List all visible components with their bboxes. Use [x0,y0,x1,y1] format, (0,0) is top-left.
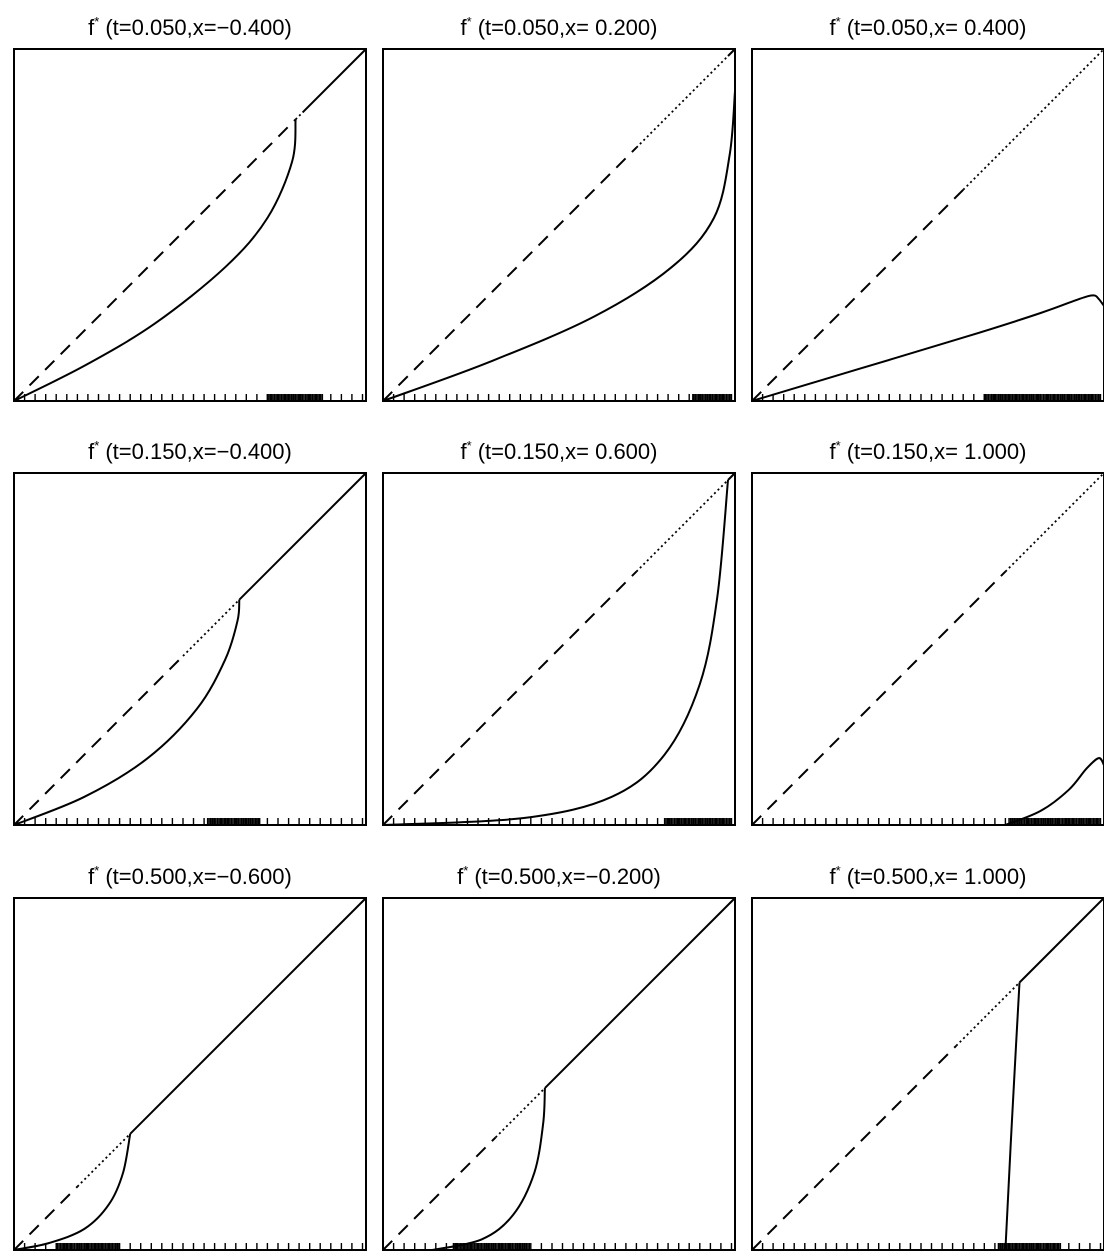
title-superscript: * [94,14,99,29]
rug-ticks [392,818,733,825]
solid-line [432,1088,546,1251]
panel-title: f* (t=0.150,x=−0.400) [88,438,292,464]
title-superscript: * [836,438,841,453]
title-superscript: * [467,438,472,453]
title-superscript: * [836,14,841,29]
rug-ticks [761,394,1102,401]
dashed-line [751,1045,957,1251]
panel-title: f* (t=0.050,x=−0.400) [88,14,292,40]
dotted-line [294,111,304,121]
panel-9: f* (t=0.500,x= 1.000) [751,863,1104,1251]
dotted-line [635,479,729,573]
dashed-line [382,146,638,402]
panel-title: f* (t=0.500,x=−0.200) [457,863,661,889]
panel-title: f* (t=0.150,x= 0.600) [461,438,658,464]
title-superscript: * [836,863,841,878]
title-parameters: (t=0.150,x= 1.000) [847,439,1027,464]
title-superscript: * [467,14,472,29]
panel-1: f* (t=0.050,x=−0.400) [13,14,367,402]
dashed-line [382,570,638,826]
dotted-line [1004,472,1104,573]
solid-line [382,479,729,826]
title-parameters: (t=0.500,x= 1.000) [847,864,1027,889]
dashed-line [751,189,964,402]
dotted-line [494,1087,546,1139]
rug-ticks [392,1243,733,1250]
panel-2: f* (t=0.050,x= 0.200) [382,14,736,402]
panel-3: f* (t=0.050,x= 0.400) [751,14,1104,402]
title-symbol: f [830,439,837,464]
dashed-line [382,1136,497,1251]
solid-line [13,599,241,826]
solid-line [751,294,1104,402]
panel-title: f* (t=0.150,x= 1.000) [830,438,1027,464]
dotted-line [962,48,1104,191]
title-parameters: (t=0.050,x= 0.400) [847,15,1027,40]
title-symbol: f [457,864,464,889]
title-parameters: (t=0.050,x=−0.400) [105,15,292,40]
dotted-line [635,55,729,149]
title-symbol: f [461,439,468,464]
solid-line [544,897,736,1089]
title-parameters: (t=0.500,x=−0.200) [474,864,661,889]
panel-5: f* (t=0.150,x= 0.600) [382,438,736,826]
title-superscript: * [463,863,468,878]
title-superscript: * [94,438,99,453]
title-parameters: (t=0.150,x= 0.600) [478,439,658,464]
dotted-line [182,599,240,657]
title-parameters: (t=0.150,x=−0.400) [105,439,292,464]
title-parameters: (t=0.050,x= 0.200) [478,15,658,40]
title-symbol: f [88,15,95,40]
title-superscript: * [94,863,99,878]
panel-title: f* (t=0.050,x= 0.400) [830,14,1027,40]
solid-line [1005,757,1104,826]
dashed-line [751,570,1007,826]
panel-8: f* (t=0.500,x=−0.200) [382,863,736,1251]
dashed-line [13,655,184,826]
solid-line [238,472,367,601]
rug-ticks [761,1243,1102,1250]
panel-6: f* (t=0.150,x= 1.000) [751,438,1104,826]
title-symbol: f [830,864,837,889]
title-symbol: f [88,864,95,889]
rug-ticks [23,394,364,401]
solid-line [13,1133,132,1251]
dashed-line [13,118,297,402]
rug-ticks [392,394,733,401]
solid-line [129,897,367,1135]
panel-7: f* (t=0.500,x=−0.600) [13,863,367,1251]
rug-ticks [761,818,1102,825]
panel-4: f* (t=0.150,x=−0.400) [13,438,367,826]
rug-ticks [23,1243,364,1250]
solid-line [1004,982,1021,1251]
rug-ticks [23,818,364,825]
title-symbol: f [88,439,95,464]
panel-title: f* (t=0.500,x=−0.600) [88,863,292,889]
solid-line [1018,897,1104,984]
solid-line [301,48,367,114]
dashed-line [13,1185,79,1251]
title-symbol: f [830,15,837,40]
title-symbol: f [461,15,468,40]
solid-line [727,48,736,57]
solid-line [382,91,736,402]
panel-title: f* (t=0.050,x= 0.200) [461,14,658,40]
title-parameters: (t=0.500,x=−0.600) [105,864,292,889]
panel-title: f* (t=0.500,x= 1.000) [830,863,1027,889]
solid-line [727,472,736,481]
solid-line [13,119,297,402]
